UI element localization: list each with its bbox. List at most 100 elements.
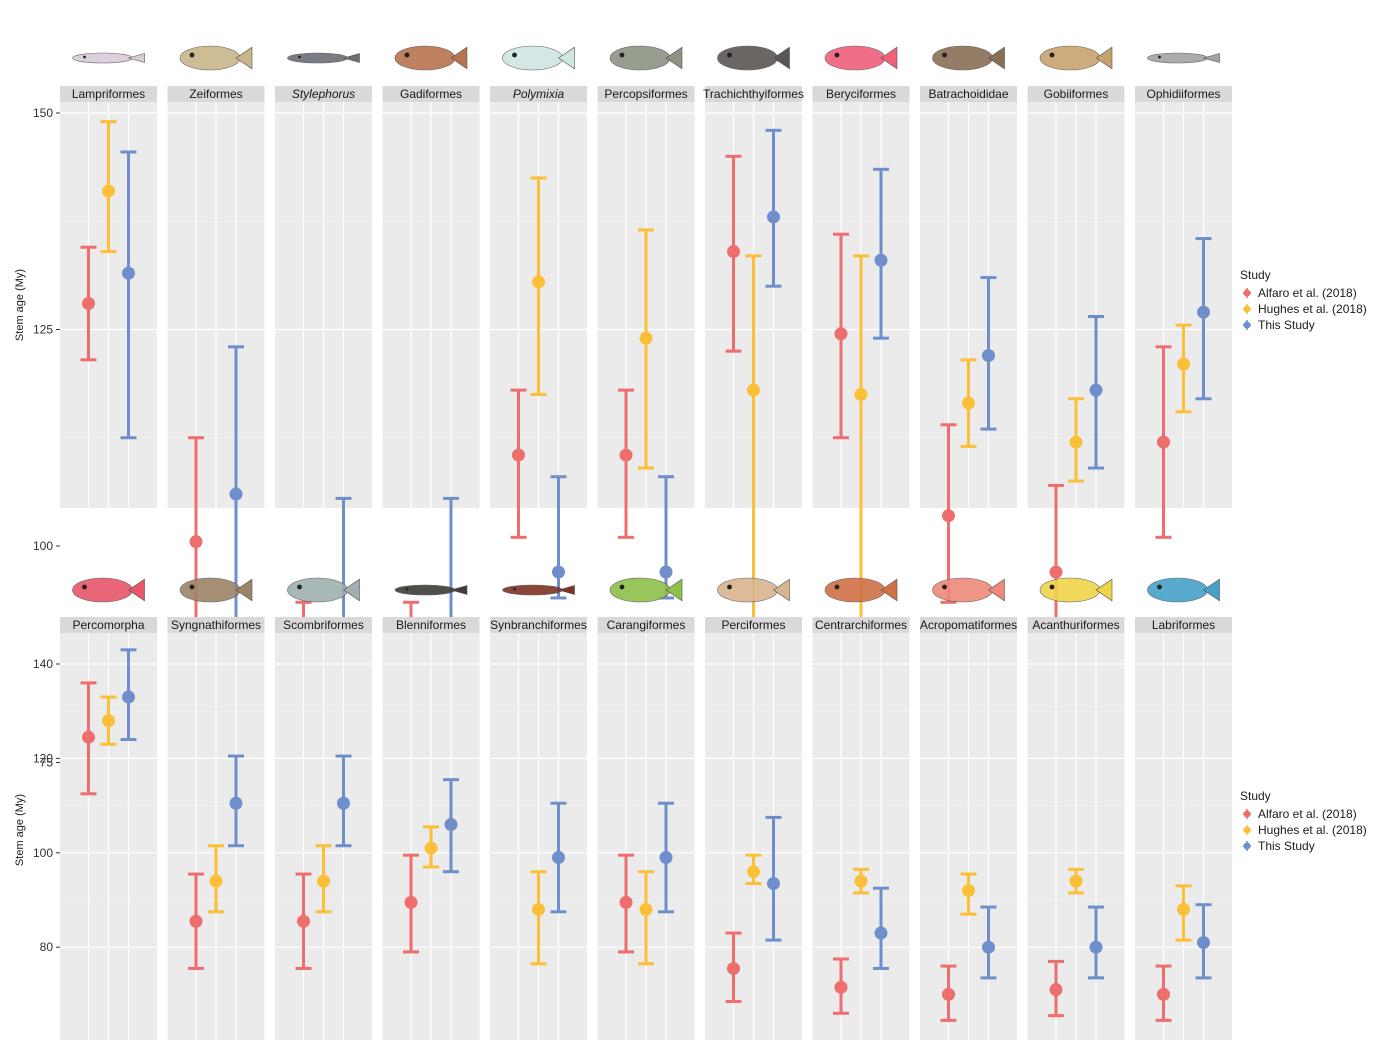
errorbar-hughes-et-al-2018 xyxy=(1175,884,1192,942)
cod-fish-eye xyxy=(404,52,410,58)
facet-strip xyxy=(490,617,587,633)
alfonsino-fish-tail xyxy=(880,46,898,70)
trout-perch-tail xyxy=(665,46,683,70)
y-tick-label: 100 xyxy=(33,846,53,860)
goby-fish-eye xyxy=(1049,52,1055,58)
facet-zeiformes: Zeiformes xyxy=(167,45,265,764)
legend-key-point xyxy=(1243,810,1251,818)
facet-centrarchiformes: Centrarchiformes xyxy=(812,577,910,1040)
errorbar-point xyxy=(727,245,740,259)
errorbar-point xyxy=(122,266,135,280)
facet-strip-label: Scombriformes xyxy=(283,618,364,632)
errorbar-point xyxy=(552,851,565,865)
facet-strip-label: Blenniformes xyxy=(396,618,466,632)
parrotfish-eye xyxy=(1157,584,1162,590)
facet-scombriformes: Scombriformes xyxy=(275,577,372,1040)
errorbar-point xyxy=(874,253,888,267)
errorbar-point xyxy=(337,796,350,810)
goby-fish-body xyxy=(1039,45,1101,71)
facet-strip xyxy=(382,617,480,633)
facet-gobiiformes: Gobiiformes xyxy=(1027,45,1125,764)
cod-fish xyxy=(394,45,468,71)
facet-strip-label: Trachichthyiformes xyxy=(703,87,804,101)
errorbar-point xyxy=(297,914,310,928)
errorbar-point xyxy=(767,210,780,224)
errorbar-this-study xyxy=(873,167,889,340)
facet-syngnathiformes: Syngnathiformes xyxy=(167,577,265,1040)
facet-strip-label: Acanthuriformes xyxy=(1032,618,1119,632)
errorbar-point xyxy=(962,396,975,410)
errorbar-this-study xyxy=(550,801,567,914)
errorbar-alfaro-et-al-2018 xyxy=(403,853,419,954)
errorbar-alfaro-et-al-2018 xyxy=(1155,345,1172,539)
facet-strip xyxy=(597,617,695,633)
y-tick-label: 140 xyxy=(33,657,53,671)
facet-strip xyxy=(275,617,372,633)
errorbar-hughes-et-al-2018 xyxy=(100,120,117,254)
alfonsino-fish-body xyxy=(824,45,886,71)
parrotfish-body xyxy=(1147,577,1208,603)
facet-polymixia: Polymixia xyxy=(490,45,587,764)
facet-strip-label: Labriformes xyxy=(1152,618,1215,632)
legend-key-alfaro-et-al-2018 xyxy=(1243,809,1251,819)
grouper-fish-eye xyxy=(727,584,732,590)
flying-gurnard-eye xyxy=(189,584,195,590)
errorbar-point xyxy=(82,730,95,744)
blenny-fish xyxy=(394,584,468,596)
trout-perch xyxy=(609,45,683,71)
legend-key-point xyxy=(1243,305,1251,313)
cardinalfish-tail xyxy=(987,578,1005,602)
hawkfish-tail xyxy=(880,578,898,602)
facet-synbranchiformes: Synbranchiformes xyxy=(490,584,587,1040)
cusk-eel xyxy=(1147,52,1220,64)
dory-fish-body xyxy=(179,45,241,71)
legend-key-hughes-et-al-2018 xyxy=(1243,304,1251,314)
legend-title: Study xyxy=(1240,789,1271,803)
facet-trachichthyiformes: Trachichthyiformes xyxy=(703,45,804,855)
facet-strip-label: Lampriformes xyxy=(72,87,145,101)
errorbar-hughes-et-al-2018 xyxy=(853,867,869,895)
parrotfish-tail xyxy=(1202,578,1220,602)
facet-strip xyxy=(705,86,802,102)
facet-strip xyxy=(812,86,910,102)
ribbon-fish-eye xyxy=(83,55,86,59)
errorbar-this-study xyxy=(120,150,137,440)
errorbar-this-study xyxy=(228,754,244,848)
hawkfish-body xyxy=(824,577,886,603)
legend-key-this-study xyxy=(1243,320,1251,330)
facet-strip xyxy=(1135,86,1232,102)
errorbar-alfaro-et-al-2018 xyxy=(295,872,312,970)
errorbar-point xyxy=(874,926,888,940)
flying-gurnard-body xyxy=(179,577,241,603)
dolphinfish-tail xyxy=(665,578,683,602)
facet-strip-label: Percopsiformes xyxy=(604,87,687,101)
facet-strip xyxy=(1135,617,1232,633)
facet-blenniformes: Blenniformes xyxy=(382,584,480,1040)
legend-key-point xyxy=(1243,289,1251,297)
rockfish-tail xyxy=(127,578,145,602)
errorbar-hughes-et-al-2018 xyxy=(100,695,117,746)
errorbar-point xyxy=(1197,935,1210,949)
facet-strip xyxy=(1027,617,1125,633)
errorbar-point xyxy=(1049,565,1063,579)
errorbar-this-study xyxy=(765,128,782,288)
errorbar-alfaro-et-al-2018 xyxy=(833,232,849,440)
errorbar-hughes-et-al-2018 xyxy=(315,844,332,914)
flying-gurnard-tail xyxy=(235,578,253,602)
errorbar-point xyxy=(82,297,95,311)
facet-strip xyxy=(167,86,265,102)
beardfish-body xyxy=(502,45,563,71)
errorbar-point xyxy=(639,902,653,916)
cusk-eel-eye xyxy=(1158,55,1161,59)
facet-strip xyxy=(705,617,802,633)
errorbar-alfaro-et-al-2018 xyxy=(618,853,634,954)
errorbar-alfaro-et-al-2018 xyxy=(940,964,957,1022)
dory-fish-eye xyxy=(189,52,195,58)
errorbar-hughes-et-al-2018 xyxy=(638,228,654,470)
errorbar-point xyxy=(229,796,243,810)
slimehead-fish-eye xyxy=(727,52,732,58)
facet-percomorpha: Percomorpha xyxy=(60,577,157,1040)
errorbar-point xyxy=(1089,940,1103,954)
legend-label: Alfaro et al. (2018) xyxy=(1258,286,1357,300)
